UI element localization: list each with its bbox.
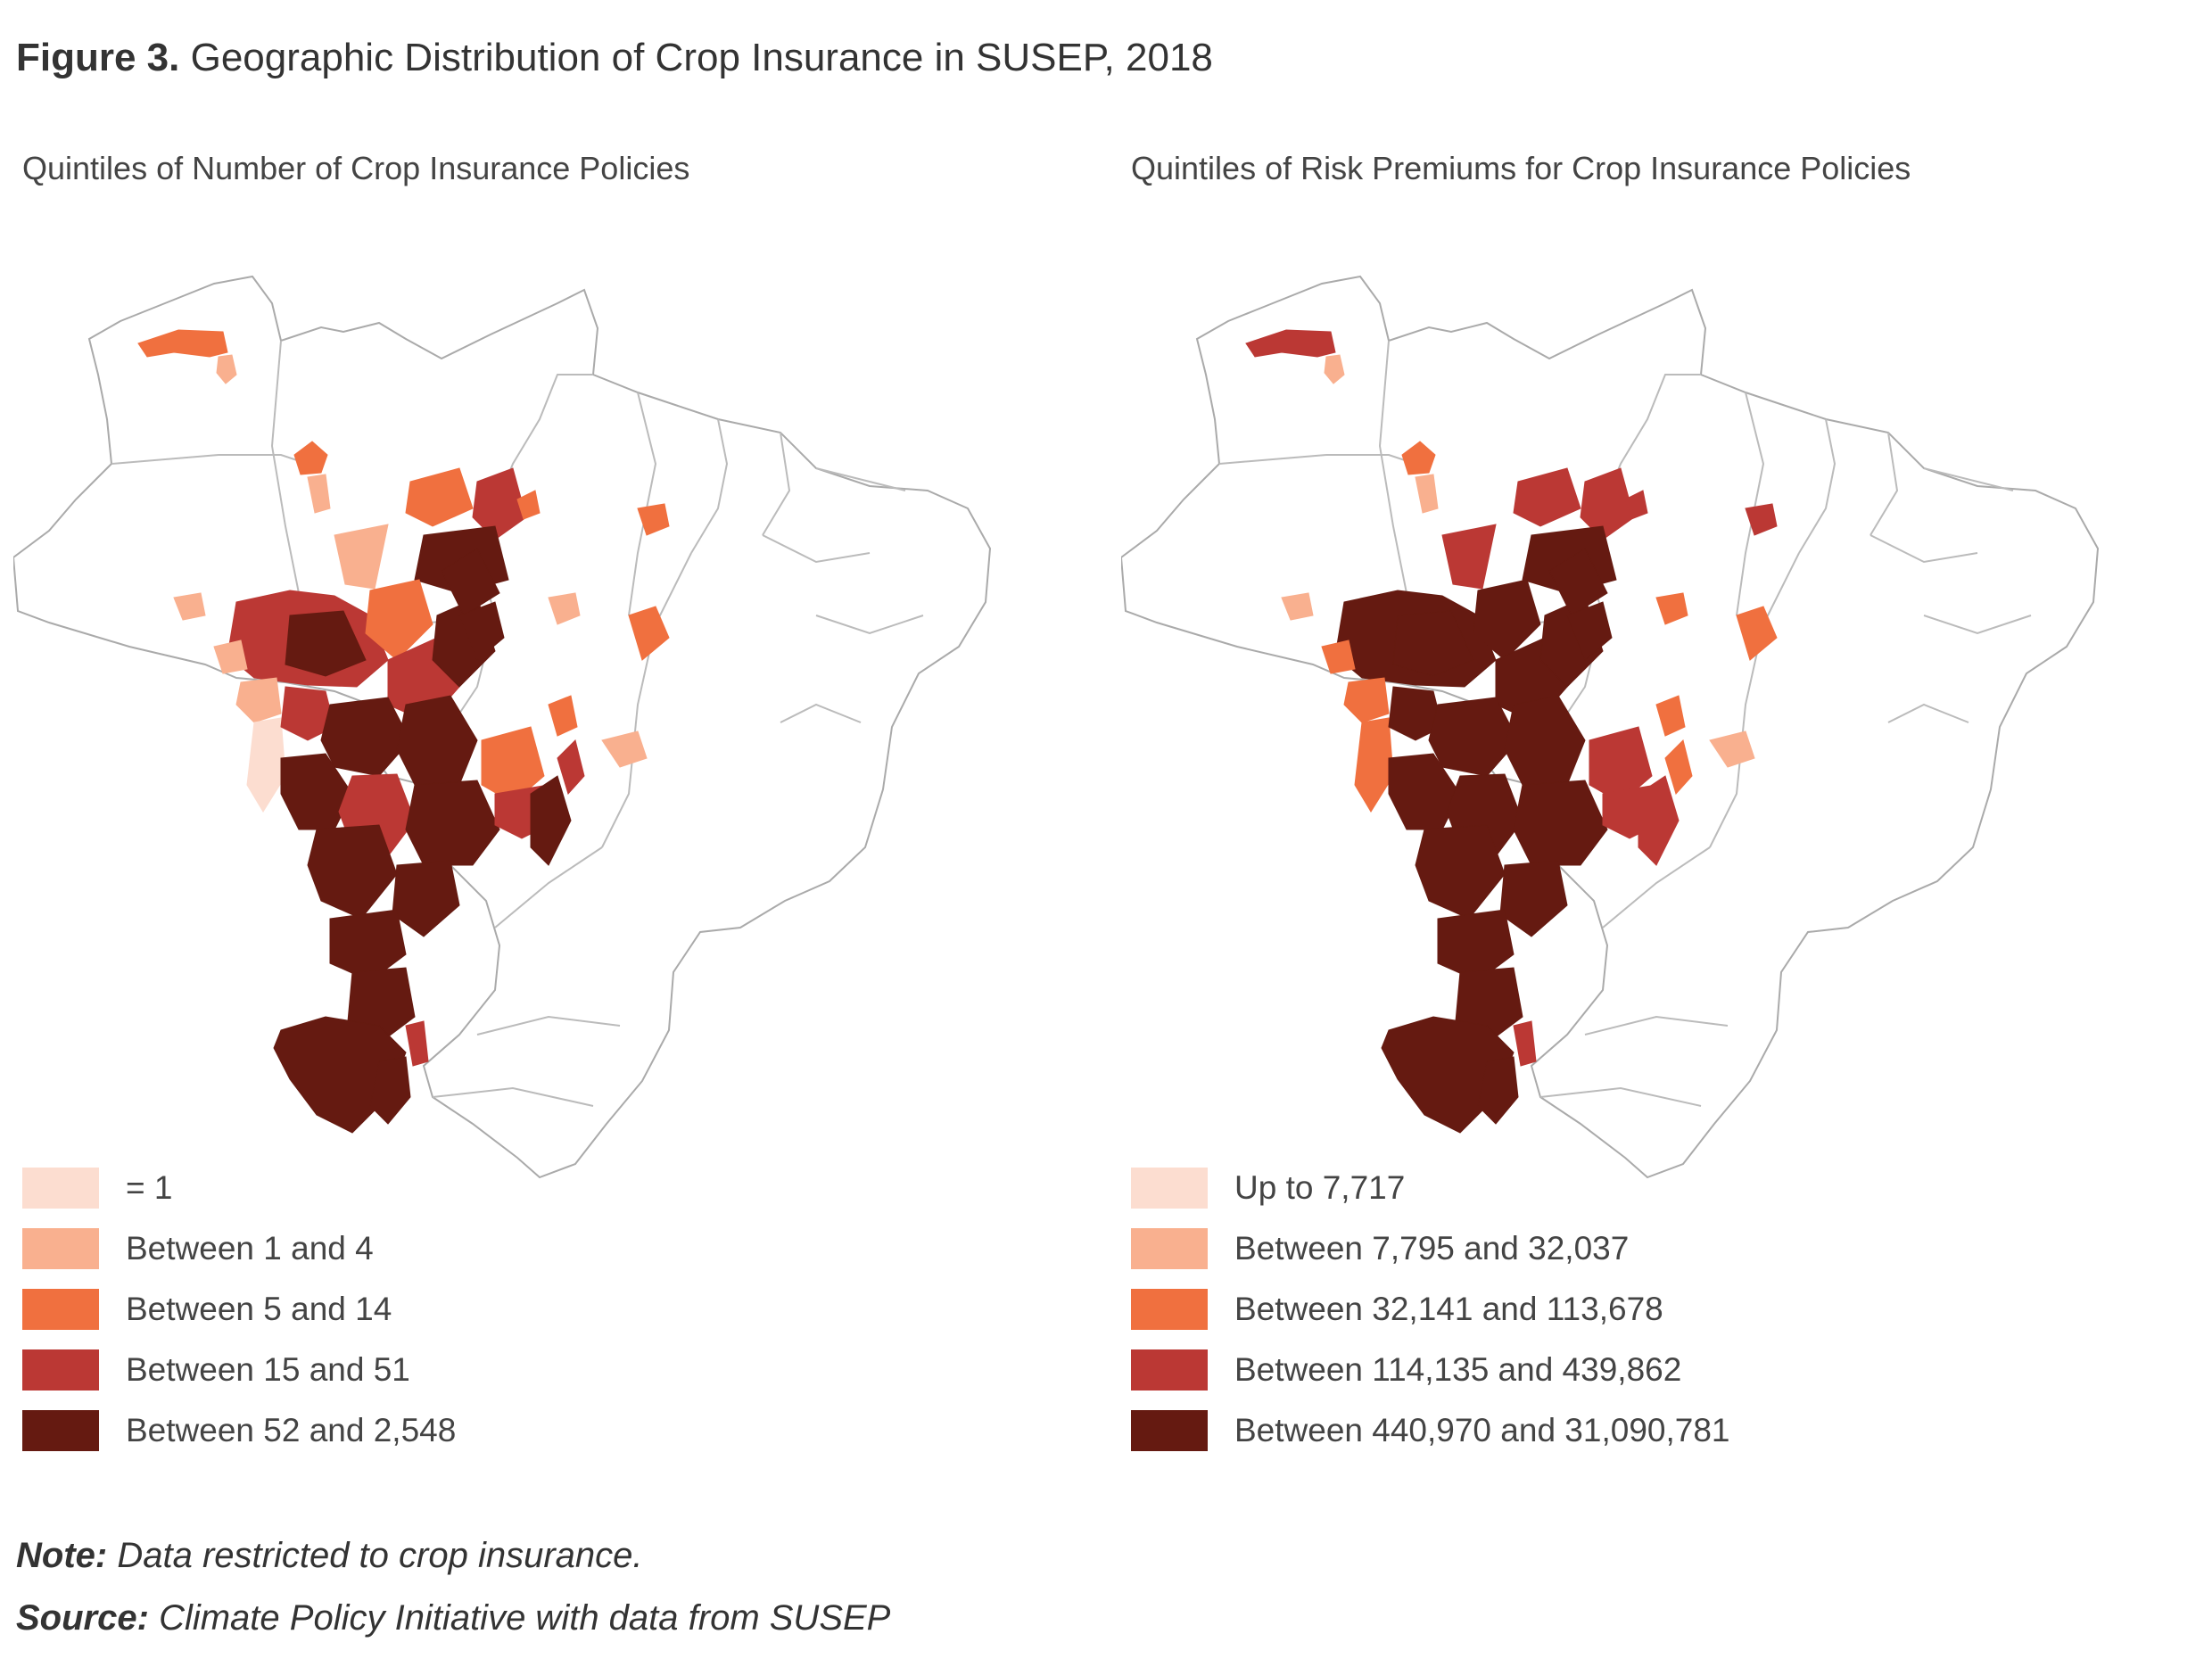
note-text: Data restricted to crop insurance. [117,1536,643,1575]
municipality-region [1321,640,1356,674]
municipality-region [548,695,578,737]
municipality-region [1473,579,1541,661]
legend-label: Between 7,795 and 32,037 [1234,1230,1630,1267]
municipality-region [216,354,237,384]
legend-swatch [1131,1228,1208,1269]
municipality-region [516,490,541,520]
municipality-region [1415,824,1506,920]
source-label: Source: [16,1598,149,1638]
municipality-region [246,717,286,813]
municipality-region [1441,524,1497,590]
municipality-region [441,548,500,616]
municipality-region [1664,739,1693,795]
choropleth-regions [1245,329,1778,1134]
municipality-region [637,503,670,536]
municipality-region [405,467,474,527]
municipality-region [369,1056,411,1125]
municipality-region [1401,441,1436,475]
municipality-region [235,677,282,723]
legend-swatch [22,1228,99,1269]
figure-label: Figure 3. [16,36,180,79]
legend-label: Up to 7,717 [1234,1169,1406,1206]
municipality-region [329,909,407,982]
municipality-region [1513,780,1608,866]
municipality-region [472,467,527,541]
figure-title-text: Geographic Distribution of Crop Insuranc… [190,36,1213,79]
legend-label: Between 440,970 and 31,090,781 [1234,1412,1730,1448]
legend-swatch [1131,1289,1208,1330]
municipality-region [1624,490,1648,520]
municipality-region [365,579,433,661]
municipality-region [1388,686,1443,741]
legend-label: Between 52 and 2,548 [126,1412,457,1448]
municipality-region [1745,503,1778,536]
source: Source: Climate Policy Initiative with d… [16,1598,890,1638]
legend-swatch [22,1168,99,1209]
municipality-region [530,775,572,866]
municipality-region [213,640,248,674]
map-right-subtitle: Quintiles of Risk Premiums for Crop Insu… [1131,150,1911,186]
legend-swatch [22,1410,99,1451]
municipality-region [1392,610,1474,677]
municipality-region [1499,860,1568,937]
legend-label: Between 114,135 and 439,862 [1234,1351,1682,1388]
municipality-region [1638,775,1680,866]
municipality-region [1548,548,1608,616]
municipality-region [173,592,206,621]
legend-label: Between 1 and 4 [126,1230,374,1267]
legend-label: Between 15 and 51 [126,1351,410,1388]
legend-swatch [22,1289,99,1330]
municipality-region [307,824,398,920]
legend-swatch [22,1349,99,1391]
municipality-region [405,780,500,866]
legend-label: = 1 [126,1169,173,1206]
source-text: Climate Policy Initiative with data from… [159,1598,891,1638]
municipality-region [1709,730,1755,768]
municipality-region [458,601,505,661]
choropleth-regions [137,329,670,1134]
municipality-region [1354,717,1394,813]
note-label: Note: [16,1536,108,1575]
municipality-region [1343,677,1390,723]
municipality-region [334,524,389,590]
brazil-outline [13,275,992,1179]
municipality-region [137,329,228,358]
municipality-region [1655,695,1686,737]
policies-choropleth-map [13,275,992,1179]
legend-swatch [1131,1349,1208,1391]
premiums-choropleth-map [1121,275,2100,1179]
municipality-region [1415,474,1439,514]
municipality-region [557,739,585,795]
municipality-region [1566,601,1613,661]
legend-label: Between 5 and 14 [126,1291,392,1327]
municipality-region [1324,354,1345,384]
municipality-region [285,610,367,677]
legend-label: Between 32,141 and 113,678 [1234,1291,1663,1327]
municipality-region [392,860,460,937]
legend-swatch [1131,1168,1208,1209]
municipality-region [293,441,328,475]
municipality-region [601,730,648,768]
municipality-region [1437,909,1515,982]
municipality-region [1655,592,1688,625]
note: Note: Data restricted to crop insurance. [16,1536,643,1576]
municipality-region [1281,592,1314,621]
municipality-region [628,606,670,661]
figure-title: Figure 3. Geographic Distribution of Cro… [16,36,1213,80]
municipality-region [1513,1020,1537,1067]
brazil-outline [1121,275,2100,1179]
municipality-region [1736,606,1778,661]
municipality-region [405,1020,429,1067]
municipality-region [307,474,331,514]
municipality-region [1513,467,1581,527]
municipality-region [1477,1056,1519,1125]
municipality-region [280,686,335,741]
map-left-subtitle: Quintiles of Number of Crop Insurance Po… [22,150,690,186]
legend-swatch [1131,1410,1208,1451]
municipality-region [1245,329,1336,358]
municipality-region [1580,467,1635,541]
municipality-region [548,592,581,625]
